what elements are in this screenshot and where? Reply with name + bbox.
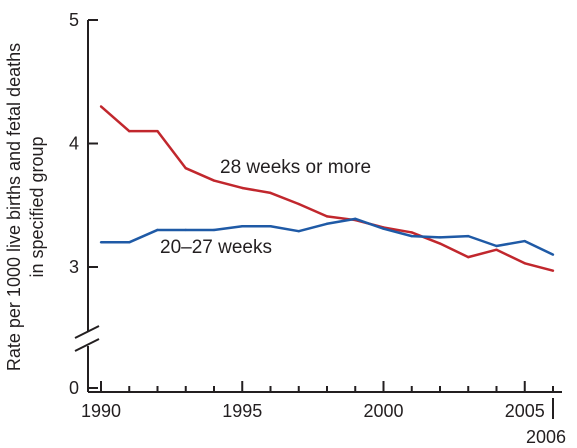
data-point-28w-2003	[467, 255, 470, 259]
data-point-28w-1994	[212, 179, 216, 182]
data-point-28w-1998	[325, 215, 329, 218]
data-point-20-27w-1995	[241, 225, 244, 228]
data-point-28w-2006	[551, 269, 555, 272]
data-point-20-27w-1991	[128, 241, 131, 244]
data-point-20-27w-1994	[212, 228, 216, 232]
data-point-20-27w-2005	[523, 239, 526, 243]
data-point-20-27w-1992	[156, 228, 159, 232]
data-point-20-27w-1993	[184, 228, 187, 232]
axis-break-mark-2	[74, 338, 100, 352]
y-axis-title-line-1: Rate per 1000 live births and fetal deat…	[4, 43, 24, 371]
data-point-20-27w-2006	[551, 253, 555, 256]
data-point-28w-2002	[438, 242, 442, 245]
data-point-28w-1992	[156, 129, 159, 133]
data-point-28w-1993	[184, 167, 187, 170]
y-axis-title-line-2: in specified group	[27, 136, 47, 277]
data-point-20-27w-2003	[467, 234, 470, 238]
data-point-20-27w-1997	[297, 229, 300, 233]
data-point-28w-1995	[241, 186, 244, 190]
x-tick-label-1990: 1990	[81, 401, 121, 421]
data-point-28w-1991	[128, 129, 131, 133]
data-point-28w-1996	[269, 191, 272, 195]
axis-break-mark-1	[74, 325, 100, 339]
data-point-28w-1997	[297, 202, 300, 206]
data-point-28w-1990	[99, 105, 103, 108]
data-point-28w-2005	[523, 262, 526, 265]
data-point-20-27w-1990	[99, 241, 103, 244]
y-tick-label-5: 5	[69, 10, 79, 30]
data-point-20-27w-1998	[325, 222, 329, 225]
data-point-20-27w-2004	[495, 244, 498, 248]
series-label-28-weeks: 28 weeks or more	[220, 157, 371, 178]
x-tick-label-2000: 2000	[363, 401, 403, 421]
data-point-20-27w-1999	[354, 217, 357, 221]
data-point-28w-2004	[495, 248, 498, 251]
y-tick-label-4: 4	[69, 134, 79, 154]
data-point-20-27w-2000	[382, 227, 385, 230]
y-tick-label-3: 3	[69, 257, 79, 277]
x-tick-label-2005: 2005	[505, 401, 545, 421]
data-point-20-27w-2001	[410, 234, 413, 238]
data-point-28w-2001	[410, 231, 413, 234]
x-tick-label-1995: 1995	[222, 401, 262, 421]
data-point-20-27w-1996	[269, 225, 272, 228]
x-ticks: 1990 1995 2000 2005	[81, 381, 554, 421]
data-point-20-27w-2002	[438, 236, 442, 239]
y-ticks: 0 3 4 5	[69, 10, 98, 398]
x-tick-label-2006: 2006	[526, 427, 566, 447]
series-label-20-27-weeks: 20–27 weeks	[160, 237, 272, 258]
y-tick-label-0: 0	[69, 378, 79, 398]
series-lines	[99, 105, 555, 272]
